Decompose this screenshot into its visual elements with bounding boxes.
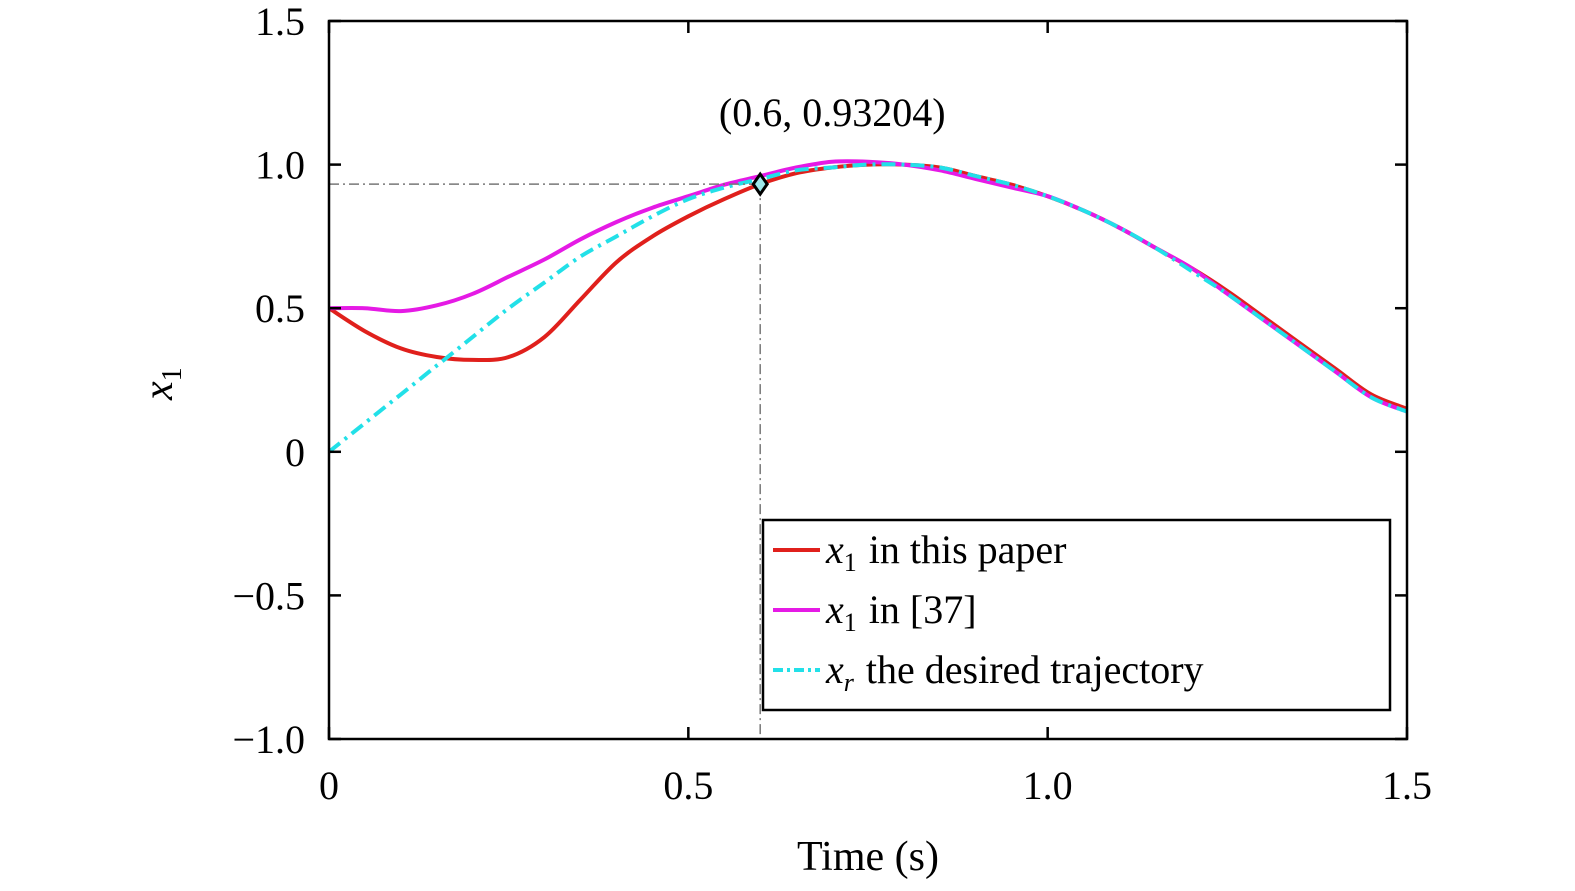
- plot-frame: [327, 19, 1409, 741]
- x-tick-label: 1.0: [1023, 763, 1073, 808]
- y-tick-label: 1.5: [255, 0, 305, 44]
- legend-label-1: x1 in this paper: [825, 527, 1067, 577]
- plot-lines: [327, 159, 1408, 454]
- annotation-guides: [329, 183, 761, 739]
- x-tick-label: 1.5: [1382, 763, 1432, 808]
- series-line-3: [327, 162, 1408, 454]
- y-axis-var: x: [136, 381, 182, 401]
- y-tick-label: 0: [285, 430, 305, 475]
- y-tick-label: 1.0: [255, 143, 305, 188]
- x-tick-label: 0: [319, 763, 339, 808]
- y-tick-label: −1.0: [232, 717, 305, 762]
- legend-box: [761, 518, 1392, 712]
- y-axis-sub: 1: [157, 367, 188, 381]
- y-tick-label: 0.5: [255, 286, 305, 331]
- axis-ticks: [327, 19, 1409, 741]
- annotation-label: (0.6, 0.93204): [719, 90, 946, 135]
- series-line-1: [327, 162, 1408, 411]
- diamond-marker-icon: [751, 171, 770, 197]
- svg-text:x1: x1: [136, 367, 188, 401]
- y-tick-label: −0.5: [232, 573, 305, 618]
- legend: x1 in this paper x1 in [37] xr the desired tr…: [761, 518, 1392, 712]
- x-axis-title: Time (s): [797, 834, 939, 880]
- legend-label-2: x1 in [37]: [825, 587, 977, 637]
- axis-tick-labels: 0 0.5 1.0 1.5 −1.0 −0.5 0 0.5 1.0 1.5: [232, 0, 1432, 808]
- point-annotation: (0.6, 0.93204): [719, 90, 946, 197]
- y-axis-title: x1: [136, 367, 188, 401]
- legend-label-3: xr the desired trajectory: [825, 647, 1204, 697]
- x-tick-label: 0.5: [663, 763, 713, 808]
- series-line-2: [328, 159, 1408, 414]
